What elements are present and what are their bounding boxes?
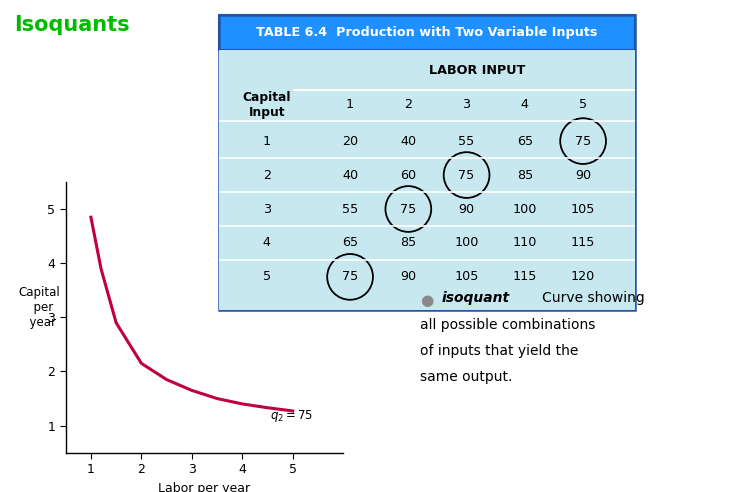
Text: Curve showing: Curve showing (529, 291, 645, 305)
Text: 3: 3 (463, 98, 471, 111)
Text: 40: 40 (342, 169, 358, 182)
Text: 1: 1 (263, 135, 271, 148)
Text: 75: 75 (400, 203, 416, 215)
Text: 105: 105 (571, 203, 595, 215)
Text: 4: 4 (263, 237, 271, 249)
Text: 5: 5 (263, 271, 271, 283)
Text: 100: 100 (454, 237, 479, 249)
FancyBboxPatch shape (219, 15, 635, 50)
Text: 90: 90 (400, 271, 416, 283)
Text: 90: 90 (575, 169, 591, 182)
Text: 85: 85 (400, 237, 416, 249)
Text: 120: 120 (571, 271, 595, 283)
Text: TABLE 6.4  Production with Two Variable Inputs: TABLE 6.4 Production with Two Variable I… (256, 26, 598, 39)
Text: Capital
  per
  year: Capital per year (18, 286, 60, 329)
Text: 55: 55 (342, 203, 358, 215)
Text: 1: 1 (346, 98, 354, 111)
Text: 4: 4 (520, 98, 529, 111)
X-axis label: Labor per year: Labor per year (158, 482, 250, 492)
Text: 2: 2 (404, 98, 412, 111)
Text: 115: 115 (571, 237, 595, 249)
Text: 55: 55 (458, 135, 474, 148)
Text: same output.: same output. (420, 370, 512, 384)
Text: 5: 5 (579, 98, 587, 111)
Text: 3: 3 (263, 203, 271, 215)
Text: 65: 65 (517, 135, 533, 148)
Text: all possible combinations: all possible combinations (420, 318, 595, 332)
Text: 105: 105 (454, 271, 479, 283)
Text: 75: 75 (458, 169, 474, 182)
FancyBboxPatch shape (219, 50, 635, 310)
Text: 115: 115 (512, 271, 537, 283)
Text: 2: 2 (263, 169, 271, 182)
Text: LABOR INPUT: LABOR INPUT (429, 64, 525, 77)
Text: 75: 75 (342, 271, 358, 283)
Text: 85: 85 (517, 169, 533, 182)
Text: 20: 20 (342, 135, 358, 148)
Text: Isoquants: Isoquants (15, 15, 130, 35)
Text: 100: 100 (512, 203, 537, 215)
Text: 110: 110 (512, 237, 537, 249)
Text: 65: 65 (342, 237, 358, 249)
Text: of inputs that yield the: of inputs that yield the (420, 344, 578, 358)
Text: 60: 60 (400, 169, 416, 182)
Text: isoquant: isoquant (442, 291, 510, 305)
Text: ●: ● (420, 293, 433, 308)
Text: 75: 75 (575, 135, 591, 148)
Text: 40: 40 (400, 135, 416, 148)
Text: $q_2 = 75$: $q_2 = 75$ (270, 408, 313, 424)
Text: Capital
Input: Capital Input (242, 91, 291, 119)
Text: 90: 90 (458, 203, 474, 215)
